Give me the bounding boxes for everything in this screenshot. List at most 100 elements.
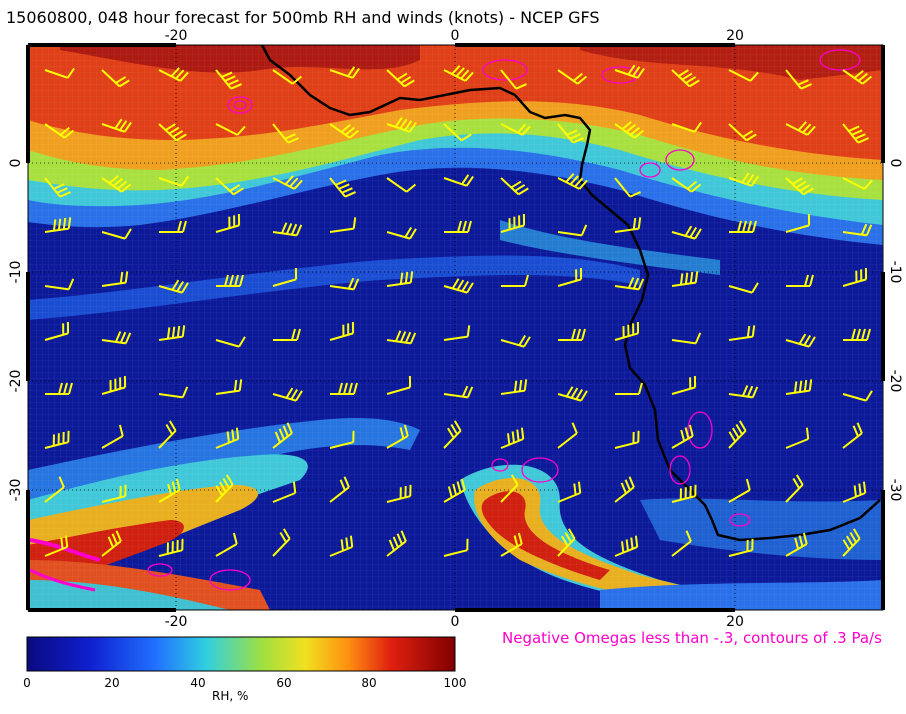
wind-barb xyxy=(557,422,578,449)
wind-barb xyxy=(215,427,240,449)
wind-barb xyxy=(500,69,527,90)
lon-tick-bottom: 20 xyxy=(726,614,744,630)
wind-barbs xyxy=(44,64,873,557)
wind-barb xyxy=(101,118,132,133)
wind-barb xyxy=(329,430,355,449)
wind-barb xyxy=(785,532,808,557)
wind-barb xyxy=(329,217,357,233)
wind-barb xyxy=(272,528,291,557)
wind-barb xyxy=(671,375,697,395)
wind-barb xyxy=(785,474,804,503)
wind-barb xyxy=(329,277,360,291)
wind-barb xyxy=(158,123,187,142)
rh-field xyxy=(28,45,883,610)
wind-barb xyxy=(614,177,641,198)
wind-barb xyxy=(158,325,186,341)
wind-barb xyxy=(557,69,588,85)
wind-barb xyxy=(386,116,417,133)
wind-barb xyxy=(671,530,692,557)
colorbar-tick: 60 xyxy=(276,676,292,690)
wind-barb xyxy=(728,172,759,187)
wind-barb xyxy=(101,175,132,193)
wind-barb xyxy=(785,69,812,90)
wind-barb xyxy=(785,333,816,348)
wind-barb xyxy=(329,123,360,139)
wind-barb xyxy=(158,175,189,187)
wind-barb xyxy=(443,385,474,399)
wind-barb xyxy=(671,177,702,193)
wind-barb xyxy=(101,331,132,345)
wind-barb xyxy=(671,424,694,449)
wind-barb xyxy=(614,121,645,139)
lat-tick-left: -20 xyxy=(8,370,24,393)
wind-barb xyxy=(842,69,873,85)
wind-barb xyxy=(671,121,702,133)
wind-barb xyxy=(386,69,415,88)
wind-barb xyxy=(101,424,124,449)
lon-tick-top: -20 xyxy=(165,28,188,44)
wind-barb xyxy=(671,332,702,345)
wind-barb xyxy=(272,387,303,402)
wind-barb xyxy=(216,274,244,287)
wind-barb xyxy=(500,427,525,449)
wind-barb xyxy=(386,484,412,503)
wind-barb xyxy=(329,66,360,79)
wind-barb xyxy=(728,478,751,503)
lon-tick-bottom: 0 xyxy=(451,614,460,630)
wind-barb xyxy=(158,386,189,399)
wind-barb xyxy=(842,123,869,144)
colorbar-tick: 40 xyxy=(190,676,206,690)
wind-barb xyxy=(101,375,127,395)
wind-barb xyxy=(215,532,238,557)
wind-barb xyxy=(500,123,531,136)
wind-barb xyxy=(101,530,122,557)
wind-barb xyxy=(386,271,414,287)
wind-barb xyxy=(614,321,640,341)
wind-barb xyxy=(501,274,529,287)
wind-barb xyxy=(842,267,868,287)
wind-barb xyxy=(842,422,863,449)
wind-barb xyxy=(443,123,472,142)
wind-barb xyxy=(500,474,519,503)
wind-barb xyxy=(215,123,246,136)
wind-barb xyxy=(443,278,474,294)
wind-barb xyxy=(443,478,466,503)
wind-barb xyxy=(330,382,358,395)
coastline xyxy=(260,44,881,542)
wind-barb xyxy=(329,321,355,341)
lat-tick-right: -20 xyxy=(887,370,903,393)
lat-tick-left: -30 xyxy=(8,479,24,502)
wind-barb xyxy=(101,69,130,88)
wind-barb xyxy=(44,177,71,198)
lat-tick-right: -10 xyxy=(887,261,903,284)
wind-barb xyxy=(386,177,417,193)
wind-barb xyxy=(786,274,814,287)
wind-barb xyxy=(45,382,73,395)
wind-barb xyxy=(272,481,297,503)
lat-tick-left: -10 xyxy=(8,261,24,284)
wind-barb xyxy=(557,172,588,190)
wind-barb xyxy=(842,390,873,402)
wind-barb xyxy=(843,328,871,341)
wind-barb xyxy=(443,174,474,187)
wind-barb xyxy=(215,213,241,233)
wind-barb xyxy=(557,386,588,402)
wind-barb xyxy=(443,325,471,341)
wind-barb xyxy=(44,321,70,341)
wind-barb xyxy=(386,330,417,345)
wind-barb xyxy=(557,267,583,287)
wind-barb xyxy=(386,226,417,240)
wind-barb xyxy=(728,420,747,449)
wind-barb xyxy=(272,222,303,237)
wind-barb xyxy=(614,217,642,233)
wind-barb xyxy=(386,375,412,395)
wind-barb xyxy=(44,123,75,139)
wind-barb xyxy=(215,177,244,196)
wind-barb xyxy=(842,177,873,190)
wind-barb xyxy=(272,267,298,287)
wind-barb xyxy=(386,530,407,557)
wind-barb xyxy=(785,177,814,196)
wind-barb xyxy=(614,535,639,557)
wind-barb xyxy=(614,277,645,291)
frame-ticks xyxy=(26,43,885,612)
